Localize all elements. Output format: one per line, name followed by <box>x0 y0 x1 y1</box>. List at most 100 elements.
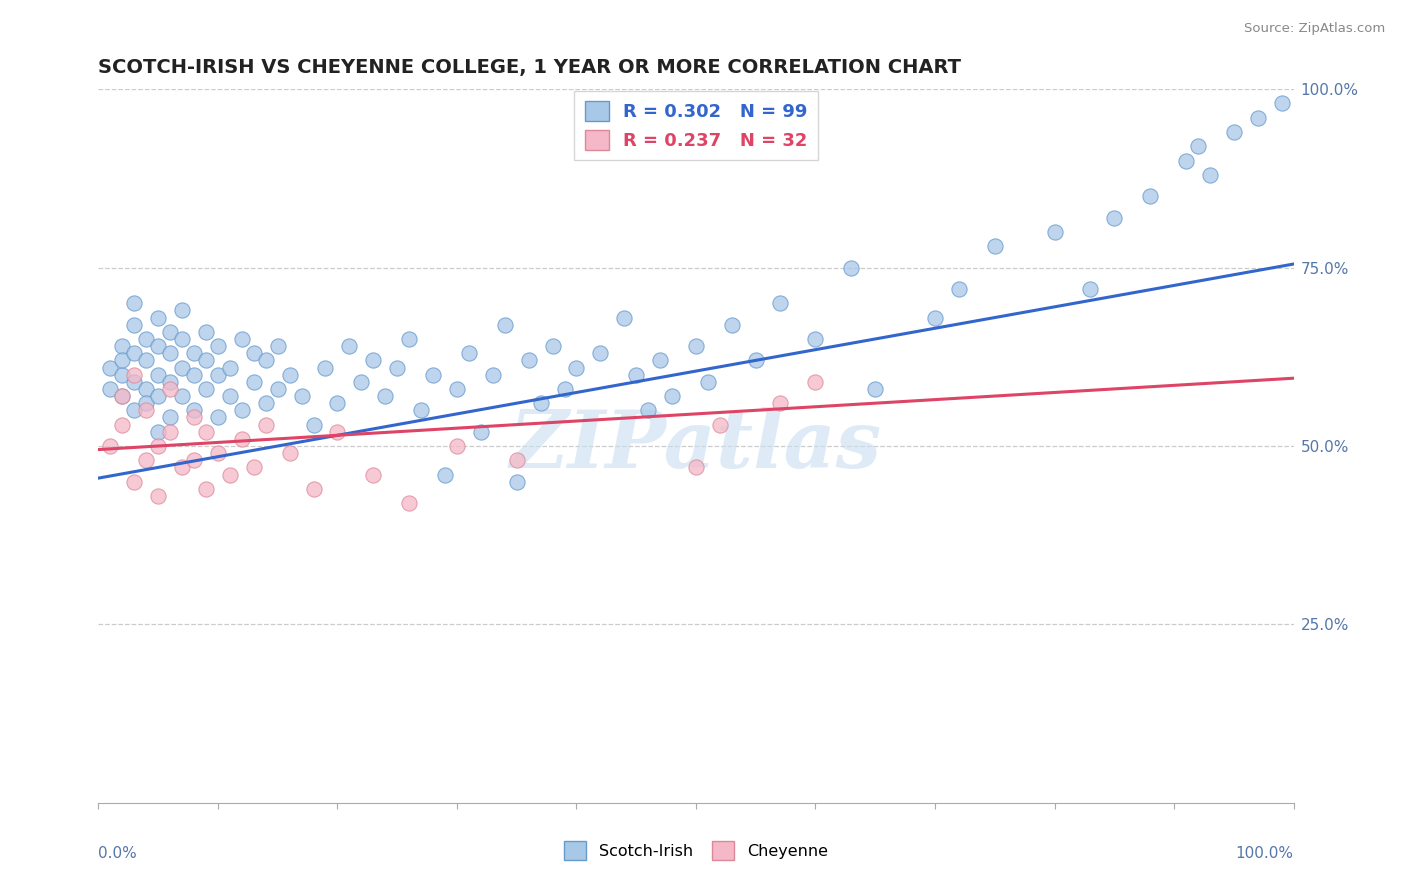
Point <box>172 332 194 346</box>
Point <box>565 360 588 375</box>
Point <box>98 382 122 396</box>
Point <box>135 382 157 396</box>
Point <box>135 332 157 346</box>
Point <box>1104 211 1126 225</box>
Point <box>434 467 457 482</box>
Point <box>648 353 672 368</box>
Point <box>135 353 157 368</box>
Point <box>768 396 790 410</box>
Point <box>721 318 744 332</box>
Point <box>554 382 576 396</box>
Point <box>207 446 229 460</box>
Point <box>124 296 146 310</box>
Point <box>637 403 659 417</box>
Point <box>363 467 385 482</box>
Text: 100.0%: 100.0% <box>1236 846 1294 861</box>
Point <box>422 368 444 382</box>
Point <box>207 339 229 353</box>
Point <box>709 417 731 432</box>
Point <box>302 482 325 496</box>
Point <box>1080 282 1102 296</box>
Point <box>804 332 827 346</box>
Point <box>159 382 181 396</box>
Point <box>172 389 194 403</box>
Point <box>589 346 612 360</box>
Point <box>804 375 827 389</box>
Point <box>195 482 218 496</box>
Point <box>411 403 433 417</box>
Point <box>195 325 218 339</box>
Text: ZIPatlas: ZIPatlas <box>510 408 882 484</box>
Point <box>231 332 253 346</box>
Point <box>841 260 863 275</box>
Point <box>541 339 564 353</box>
Point <box>183 403 205 417</box>
Point <box>243 375 266 389</box>
Point <box>363 353 385 368</box>
Point <box>385 360 409 375</box>
Point <box>398 496 420 510</box>
Point <box>350 375 373 389</box>
Point <box>159 410 181 425</box>
Point <box>1187 139 1209 153</box>
Point <box>446 439 468 453</box>
Point <box>530 396 553 410</box>
Point <box>231 403 253 417</box>
Point <box>243 460 266 475</box>
Point <box>219 360 242 375</box>
Point <box>111 339 134 353</box>
Point <box>1175 153 1198 168</box>
Point <box>326 396 349 410</box>
Point <box>924 310 946 325</box>
Point <box>148 339 170 353</box>
Point <box>124 368 146 382</box>
Point <box>1271 96 1294 111</box>
Point <box>183 368 205 382</box>
Point <box>481 368 505 382</box>
Point <box>111 389 134 403</box>
Point <box>207 368 229 382</box>
Point <box>494 318 516 332</box>
Point <box>446 382 468 396</box>
Point <box>291 389 314 403</box>
Point <box>219 389 242 403</box>
Point <box>267 382 290 396</box>
Point <box>685 339 707 353</box>
Point <box>148 439 170 453</box>
Point <box>254 417 277 432</box>
Point <box>865 382 887 396</box>
Point <box>195 353 218 368</box>
Point <box>1223 125 1246 139</box>
Point <box>124 318 146 332</box>
Point <box>458 346 481 360</box>
Point <box>398 332 420 346</box>
Point <box>111 368 134 382</box>
Point <box>124 346 146 360</box>
Point <box>135 403 157 417</box>
Point <box>254 353 277 368</box>
Point <box>626 368 648 382</box>
Point <box>302 417 325 432</box>
Point <box>183 410 205 425</box>
Point <box>374 389 396 403</box>
Point <box>1139 189 1161 203</box>
Point <box>326 425 349 439</box>
Point <box>148 368 170 382</box>
Point <box>278 446 301 460</box>
Point <box>1247 111 1270 125</box>
Point <box>517 353 540 368</box>
Point <box>124 403 146 417</box>
Text: 0.0%: 0.0% <box>98 846 138 861</box>
Point <box>148 425 170 439</box>
Point <box>159 346 181 360</box>
Point <box>315 360 337 375</box>
Point <box>135 396 157 410</box>
Point <box>111 417 134 432</box>
Point <box>470 425 492 439</box>
Point <box>159 375 181 389</box>
Point <box>124 375 146 389</box>
Point <box>135 453 157 467</box>
Point <box>267 339 290 353</box>
Point <box>278 368 301 382</box>
Point <box>195 425 218 439</box>
